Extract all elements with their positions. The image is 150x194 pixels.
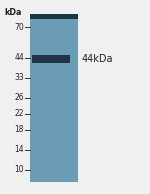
Text: kDa: kDa xyxy=(4,8,21,17)
Text: 33: 33 xyxy=(14,74,24,82)
Bar xyxy=(30,14,78,19)
Text: 22: 22 xyxy=(15,109,24,119)
Text: 26: 26 xyxy=(14,94,24,102)
Bar xyxy=(30,14,78,182)
Text: 44kDa: 44kDa xyxy=(82,54,114,64)
Text: 14: 14 xyxy=(14,146,24,154)
Text: 10: 10 xyxy=(14,165,24,174)
Text: 44: 44 xyxy=(14,54,24,62)
Text: 18: 18 xyxy=(15,126,24,134)
Text: 70: 70 xyxy=(14,23,24,31)
Bar xyxy=(32,55,70,63)
